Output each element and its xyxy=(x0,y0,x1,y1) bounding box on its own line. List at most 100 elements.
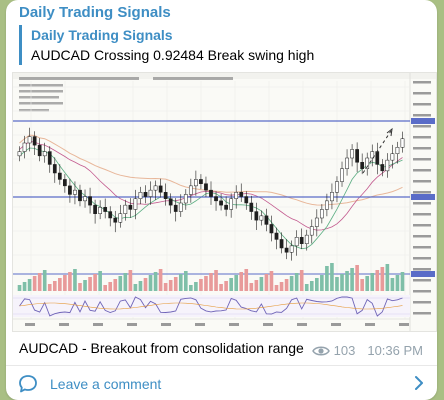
volume-bar xyxy=(315,278,319,291)
candle xyxy=(138,192,143,199)
comment-divider xyxy=(6,365,437,366)
candle xyxy=(289,245,294,253)
volume-bar xyxy=(73,269,77,291)
candle xyxy=(244,196,249,204)
volume-bar xyxy=(173,277,178,291)
candle xyxy=(68,185,72,195)
candle xyxy=(123,204,128,214)
volume-bar xyxy=(37,273,42,291)
candle xyxy=(108,211,113,219)
candle xyxy=(355,149,359,163)
volume-bar xyxy=(375,270,380,291)
candle xyxy=(63,179,67,187)
candle xyxy=(304,234,309,244)
volume-bar xyxy=(360,279,364,291)
volume-bar xyxy=(340,274,344,291)
leave-comment-button[interactable]: Leave a comment xyxy=(6,366,437,400)
channel-name[interactable]: Daily Trading Signals xyxy=(19,4,171,21)
candle xyxy=(400,138,405,148)
volume-bar xyxy=(214,270,218,291)
volume-bar xyxy=(320,275,324,291)
view-count: 103 xyxy=(333,343,356,358)
volume-bar xyxy=(27,279,32,291)
volume-bar xyxy=(83,280,87,291)
candle xyxy=(209,189,213,197)
volume-bar xyxy=(189,285,193,291)
volume-bar xyxy=(264,274,269,291)
volume-bar xyxy=(148,275,153,291)
volume-bar xyxy=(325,266,329,291)
candle xyxy=(264,215,269,225)
candle xyxy=(42,151,47,157)
volume-bar xyxy=(395,275,400,291)
chevron-right-icon xyxy=(415,376,423,390)
candle xyxy=(78,189,82,202)
volume-bar xyxy=(244,269,249,291)
volume-bar xyxy=(249,283,254,291)
candle xyxy=(370,151,375,159)
volume-bar xyxy=(269,271,274,291)
candle xyxy=(345,157,349,169)
volume-bar xyxy=(239,272,244,291)
volume-bar xyxy=(103,285,107,291)
volume-bar xyxy=(58,278,62,291)
volume-bar xyxy=(138,281,143,291)
candle xyxy=(88,196,92,206)
candle xyxy=(259,215,264,221)
volume-bar xyxy=(385,264,390,291)
post-time: 10:36 PM xyxy=(367,343,423,358)
candle xyxy=(83,196,87,202)
candle xyxy=(274,232,279,240)
candle xyxy=(133,198,138,210)
volume-bar xyxy=(123,273,128,291)
candle xyxy=(113,217,118,223)
candle xyxy=(194,179,198,187)
candle xyxy=(309,226,314,236)
candle xyxy=(350,149,354,159)
volume-bar xyxy=(17,285,22,291)
candle xyxy=(340,168,344,182)
volume-bar xyxy=(219,284,223,291)
candle xyxy=(93,204,97,214)
volume-bar xyxy=(229,278,233,291)
volume-bar xyxy=(98,271,102,291)
candle xyxy=(103,207,108,212)
candle xyxy=(335,181,339,193)
volume-bar xyxy=(224,281,228,291)
volume-bar xyxy=(299,270,304,291)
chart-image[interactable] xyxy=(12,72,437,332)
candle xyxy=(153,185,158,191)
volume-bar xyxy=(113,279,118,291)
leave-comment-label: Leave a comment xyxy=(50,376,162,392)
candle xyxy=(17,151,22,157)
candle xyxy=(330,192,334,202)
volume-bar xyxy=(335,277,339,291)
candle xyxy=(325,200,329,210)
candle xyxy=(314,217,319,227)
reply-author: Daily Trading Signals xyxy=(31,27,173,43)
volume-bar xyxy=(304,284,309,291)
candle xyxy=(224,204,228,210)
candle xyxy=(32,136,37,146)
reply-quote[interactable]: Daily Trading Signals AUDCAD Crossing 0.… xyxy=(19,25,314,65)
volume-bar xyxy=(32,276,37,291)
volume-bar xyxy=(289,276,294,291)
candle xyxy=(148,189,153,197)
candle xyxy=(279,239,284,249)
volume-bar xyxy=(309,281,314,291)
candle xyxy=(199,179,203,184)
candle xyxy=(294,237,299,247)
candle xyxy=(395,147,400,154)
volume-bar xyxy=(370,273,375,291)
volume-bar xyxy=(168,280,173,291)
candle xyxy=(360,162,365,169)
volume-bar xyxy=(47,284,52,291)
candle xyxy=(37,144,42,157)
candle xyxy=(98,207,103,214)
candle xyxy=(143,192,148,197)
candle xyxy=(22,142,27,152)
candle xyxy=(128,204,133,210)
candle xyxy=(219,200,223,206)
post-meta: 103 10:36 PM xyxy=(311,343,423,358)
candle xyxy=(178,202,183,212)
